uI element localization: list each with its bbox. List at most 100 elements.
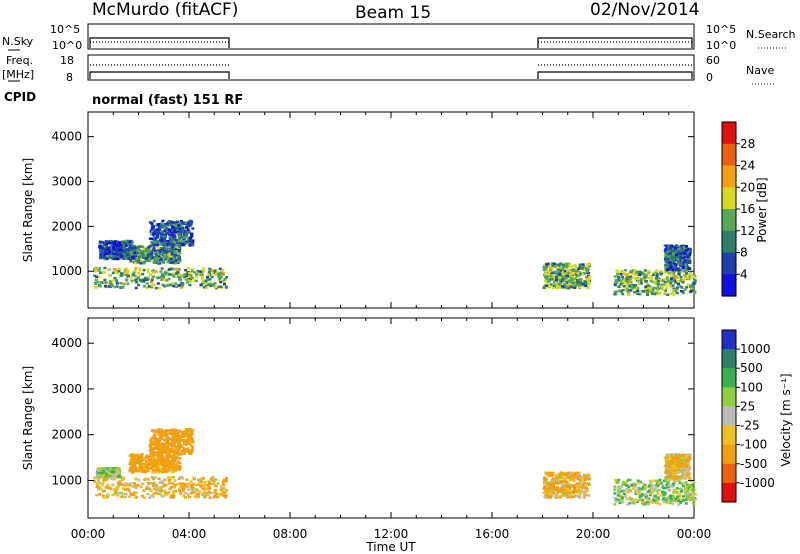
data-cell — [162, 463, 166, 467]
data-cell — [542, 286, 546, 289]
data-cell — [155, 459, 158, 463]
ytick-label: 3000 — [51, 382, 82, 396]
data-cell — [156, 235, 160, 238]
data-cell — [680, 462, 684, 466]
data-cell — [134, 477, 138, 480]
data-cell — [199, 283, 203, 286]
data-cell — [685, 471, 689, 474]
data-cell — [687, 486, 691, 489]
data-cell — [166, 244, 170, 247]
power-data — [93, 219, 697, 297]
data-cell — [105, 240, 108, 243]
data-cell — [173, 445, 177, 449]
data-cell — [671, 289, 675, 292]
data-cell — [690, 288, 694, 291]
data-cell — [177, 255, 181, 258]
data-cell — [629, 490, 633, 493]
data-cell — [637, 281, 641, 284]
data-cell — [130, 279, 134, 283]
data-cell — [163, 229, 167, 233]
data-cell — [177, 239, 181, 242]
data-cell — [222, 272, 226, 275]
data-cell — [637, 491, 641, 494]
data-cell — [190, 267, 194, 271]
data-cell — [580, 267, 584, 270]
data-cell — [149, 253, 153, 256]
data-cell — [561, 271, 565, 274]
data-cell — [151, 449, 154, 452]
xtick-label: 00:00 — [71, 527, 106, 541]
data-cell — [171, 251, 175, 255]
data-cell — [150, 476, 154, 479]
data-cell — [135, 252, 139, 255]
data-cell — [563, 478, 567, 481]
data-cell — [157, 246, 160, 250]
data-cell — [670, 292, 674, 295]
data-cell — [574, 475, 578, 479]
data-cell — [554, 474, 558, 477]
data-cell — [105, 246, 109, 249]
velocity-cbar-label: Velocity [m s⁻¹] — [779, 373, 793, 466]
data-cell — [552, 492, 556, 495]
data-cell — [169, 448, 173, 452]
data-cell — [661, 285, 664, 288]
data-cell — [654, 279, 658, 282]
data-cell — [111, 271, 115, 275]
data-cell — [547, 473, 551, 477]
data-cell — [574, 284, 578, 287]
data-cell — [186, 436, 190, 440]
data-cell — [100, 247, 104, 250]
data-cell — [168, 240, 172, 243]
data-cell — [110, 282, 114, 286]
data-cell — [114, 246, 118, 249]
data-cell — [562, 473, 565, 477]
data-cell — [137, 470, 141, 473]
data-cell — [635, 488, 639, 492]
data-cell — [199, 478, 203, 481]
data-cell — [146, 478, 150, 481]
data-cell — [186, 439, 190, 442]
data-cell — [150, 455, 154, 458]
data-cell — [182, 435, 186, 438]
data-cell — [150, 429, 154, 432]
data-cell — [148, 496, 152, 499]
data-cell — [145, 466, 149, 469]
data-cell — [159, 452, 162, 455]
data-cell — [109, 467, 113, 471]
data-cell — [654, 282, 658, 286]
data-cell — [674, 453, 678, 457]
xtick-label: 16:00 — [475, 527, 510, 541]
data-cell — [670, 467, 674, 470]
data-cell — [172, 428, 176, 431]
data-cell — [555, 476, 559, 479]
data-cell — [553, 281, 556, 284]
data-cell — [103, 278, 107, 282]
data-cell — [167, 465, 171, 468]
data-cell — [151, 446, 155, 450]
data-cell — [94, 286, 98, 289]
data-cell — [689, 276, 693, 279]
data-cell — [684, 487, 688, 490]
data-cell — [567, 279, 571, 282]
data-cell — [657, 287, 661, 291]
data-cell — [193, 483, 197, 487]
data-cell — [101, 489, 105, 493]
data-cell — [107, 285, 111, 288]
data-cell — [103, 472, 107, 475]
data-cell — [187, 275, 191, 278]
data-cell — [667, 476, 671, 480]
data-cell — [168, 455, 172, 458]
data-cell — [212, 491, 216, 494]
data-cell — [616, 273, 620, 276]
data-cell — [644, 280, 648, 283]
data-cell — [144, 277, 148, 281]
data-cell — [665, 244, 669, 247]
data-cell — [101, 249, 105, 252]
data-cell — [123, 495, 127, 499]
data-cell — [124, 267, 128, 270]
data-cell — [113, 268, 117, 271]
data-cell — [163, 251, 167, 255]
data-cell — [208, 281, 212, 284]
data-cell — [112, 250, 116, 254]
data-cell — [184, 440, 188, 444]
